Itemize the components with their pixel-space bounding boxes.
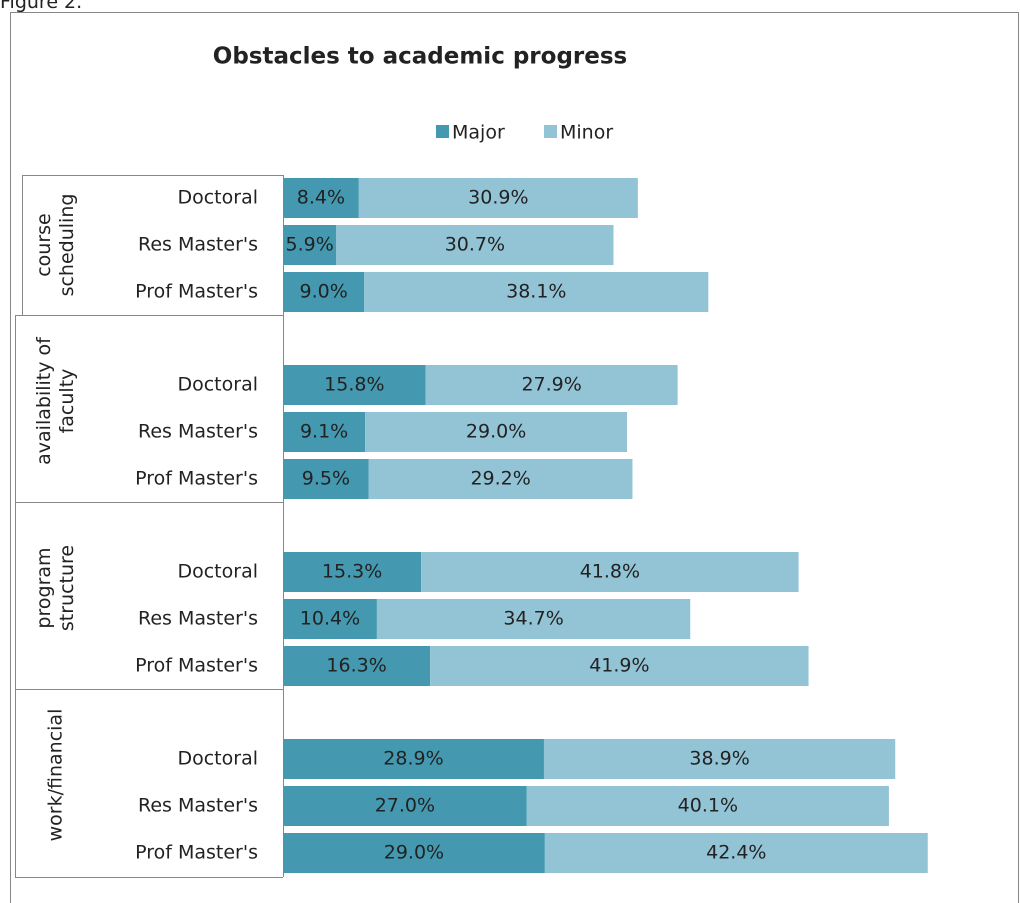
- y-tick-label: Doctoral: [177, 748, 258, 770]
- group-label: course scheduling: [33, 193, 78, 297]
- bar-segment: [283, 552, 422, 592]
- bar-segment: [283, 272, 365, 312]
- bar-segment: [365, 412, 628, 452]
- data-label: 29.2%: [470, 468, 530, 490]
- bar-segment: [364, 272, 709, 312]
- figure-label: Figure 2.: [0, 0, 83, 13]
- bar-segment: [368, 459, 633, 499]
- data-label: 9.0%: [299, 281, 347, 303]
- data-label: 40.1%: [678, 795, 738, 817]
- y-tick-label: Res Master's: [138, 234, 258, 256]
- bar-segment: [283, 646, 431, 686]
- bar-segment: [376, 599, 691, 639]
- group-label: availability of faculty: [33, 336, 78, 465]
- data-label: 38.9%: [689, 748, 749, 770]
- y-tick-label: Prof Master's: [135, 468, 258, 490]
- data-label: 38.1%: [506, 281, 566, 303]
- bar-segment: [543, 739, 896, 779]
- data-label: 27.0%: [375, 795, 435, 817]
- y-tick-label: Doctoral: [177, 374, 258, 396]
- bar-segment: [283, 365, 426, 405]
- group-label: work/financial: [44, 708, 67, 842]
- data-label: 10.4%: [300, 608, 360, 630]
- y-tick-label: Prof Master's: [135, 281, 258, 303]
- y-tick-label: Prof Master's: [135, 842, 258, 864]
- data-label: 27.9%: [521, 374, 581, 396]
- y-tick-label: Res Master's: [138, 795, 258, 817]
- legend-label: Minor: [560, 122, 613, 144]
- data-label: 28.9%: [383, 748, 443, 770]
- data-label: 9.5%: [302, 468, 350, 490]
- data-label: 9.1%: [300, 421, 348, 443]
- data-label: 15.3%: [322, 561, 382, 583]
- y-tick-label: Prof Master's: [135, 655, 258, 677]
- bar-segment: [430, 646, 809, 686]
- bar-segment: [283, 599, 377, 639]
- bar-segment: [283, 833, 545, 873]
- data-label: 29.0%: [384, 842, 444, 864]
- chart-frame: [10, 12, 1019, 903]
- y-tick-label: Res Master's: [138, 421, 258, 443]
- bar-segment: [283, 412, 366, 452]
- bar-segment: [283, 786, 527, 826]
- data-label: 42.4%: [706, 842, 766, 864]
- data-label: 30.9%: [468, 187, 528, 209]
- data-label: 34.7%: [503, 608, 563, 630]
- bar-segment: [283, 459, 369, 499]
- data-label: 15.8%: [324, 374, 384, 396]
- data-label: 41.8%: [580, 561, 640, 583]
- bar-segment: [283, 739, 544, 779]
- y-tick-label: Doctoral: [177, 561, 258, 583]
- y-tick-label: Doctoral: [177, 187, 258, 209]
- legend-swatch: [436, 125, 449, 138]
- chart-title: Obstacles to academic progress: [213, 44, 627, 70]
- group-label: program structure: [33, 544, 78, 631]
- bar-segment: [336, 225, 614, 265]
- legend-swatch: [544, 125, 557, 138]
- bar-segment: [283, 225, 337, 265]
- data-label: 41.9%: [589, 655, 649, 677]
- bar-segment: [425, 365, 678, 405]
- y-tick-label: Res Master's: [138, 608, 258, 630]
- bar-segment: [421, 552, 799, 592]
- legend-label: Major: [452, 122, 505, 144]
- bar-segment: [358, 178, 638, 218]
- data-label: 16.3%: [326, 655, 386, 677]
- data-label: 5.9%: [285, 234, 333, 256]
- bar-segment: [526, 786, 889, 826]
- bar-segment: [544, 833, 928, 873]
- bar-segment: [283, 178, 359, 218]
- data-label: 29.0%: [466, 421, 526, 443]
- data-label: 30.7%: [445, 234, 505, 256]
- data-label: 8.4%: [297, 187, 345, 209]
